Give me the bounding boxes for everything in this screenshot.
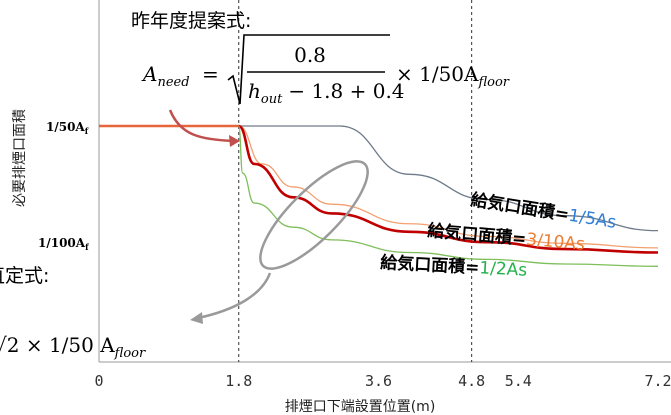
x-axis-title: 排煙口下端設置位置(m) xyxy=(285,399,436,415)
x-ticks: 0 1.8 3.6 4.8 5.4 7.2 xyxy=(94,372,671,390)
series-line-3 xyxy=(238,124,659,254)
left-formula: √2 × 1/50 Afloor xyxy=(0,333,146,361)
annotation-shapes xyxy=(168,109,369,324)
series-line-1 xyxy=(238,125,659,232)
y-tick-1-50: 1/50Af xyxy=(46,120,89,136)
x-tick-label: 4.8 xyxy=(458,372,485,390)
series-group xyxy=(99,124,659,267)
y-tick-1-100: 1/100Af xyxy=(38,236,89,252)
series-line-2 xyxy=(238,125,659,249)
gray-ellipse xyxy=(259,160,369,270)
formula-lhs: Aneed xyxy=(141,62,190,90)
formula-numerator: 0.8 xyxy=(294,43,326,67)
vertical-lines xyxy=(238,0,473,362)
gray-arrow-head xyxy=(190,312,203,324)
sqrt-sign xyxy=(227,34,390,105)
x-tick-label: 1.8 xyxy=(225,372,252,390)
red-arrow-head xyxy=(229,135,240,147)
left-formula-title: 直定式: xyxy=(0,265,49,287)
formula-title: 昨年度提案式: xyxy=(131,10,251,32)
gray-arrow xyxy=(197,272,272,320)
x-tick-label: 3.6 xyxy=(365,372,392,390)
y-tick-label-100: 1/100Af xyxy=(38,236,89,252)
curve-label-3: 給気口面積=1/2As xyxy=(380,252,528,281)
formula: Aneed = 0.8 hout − 1.8 + 0.4 × 1/50Afloor xyxy=(141,34,510,107)
y-tick-label-50: 1/50Af xyxy=(46,120,89,136)
series-line-4 xyxy=(238,125,659,267)
formula-denominator: hout − 1.8 + 0.4 xyxy=(248,79,405,107)
x-tick-label: 0 xyxy=(94,372,103,390)
y-axis-title: 必要排煙口面積 xyxy=(12,109,28,207)
red-arrow xyxy=(168,109,237,143)
formula-equals: = xyxy=(202,62,219,86)
x-tick-label: 7.2 xyxy=(644,372,671,390)
curve-label-2: 給気口面積=3/10As xyxy=(427,220,586,255)
x-tick-label: 5.4 xyxy=(505,372,532,390)
formula-rhs: × 1/50Afloor xyxy=(396,62,510,90)
